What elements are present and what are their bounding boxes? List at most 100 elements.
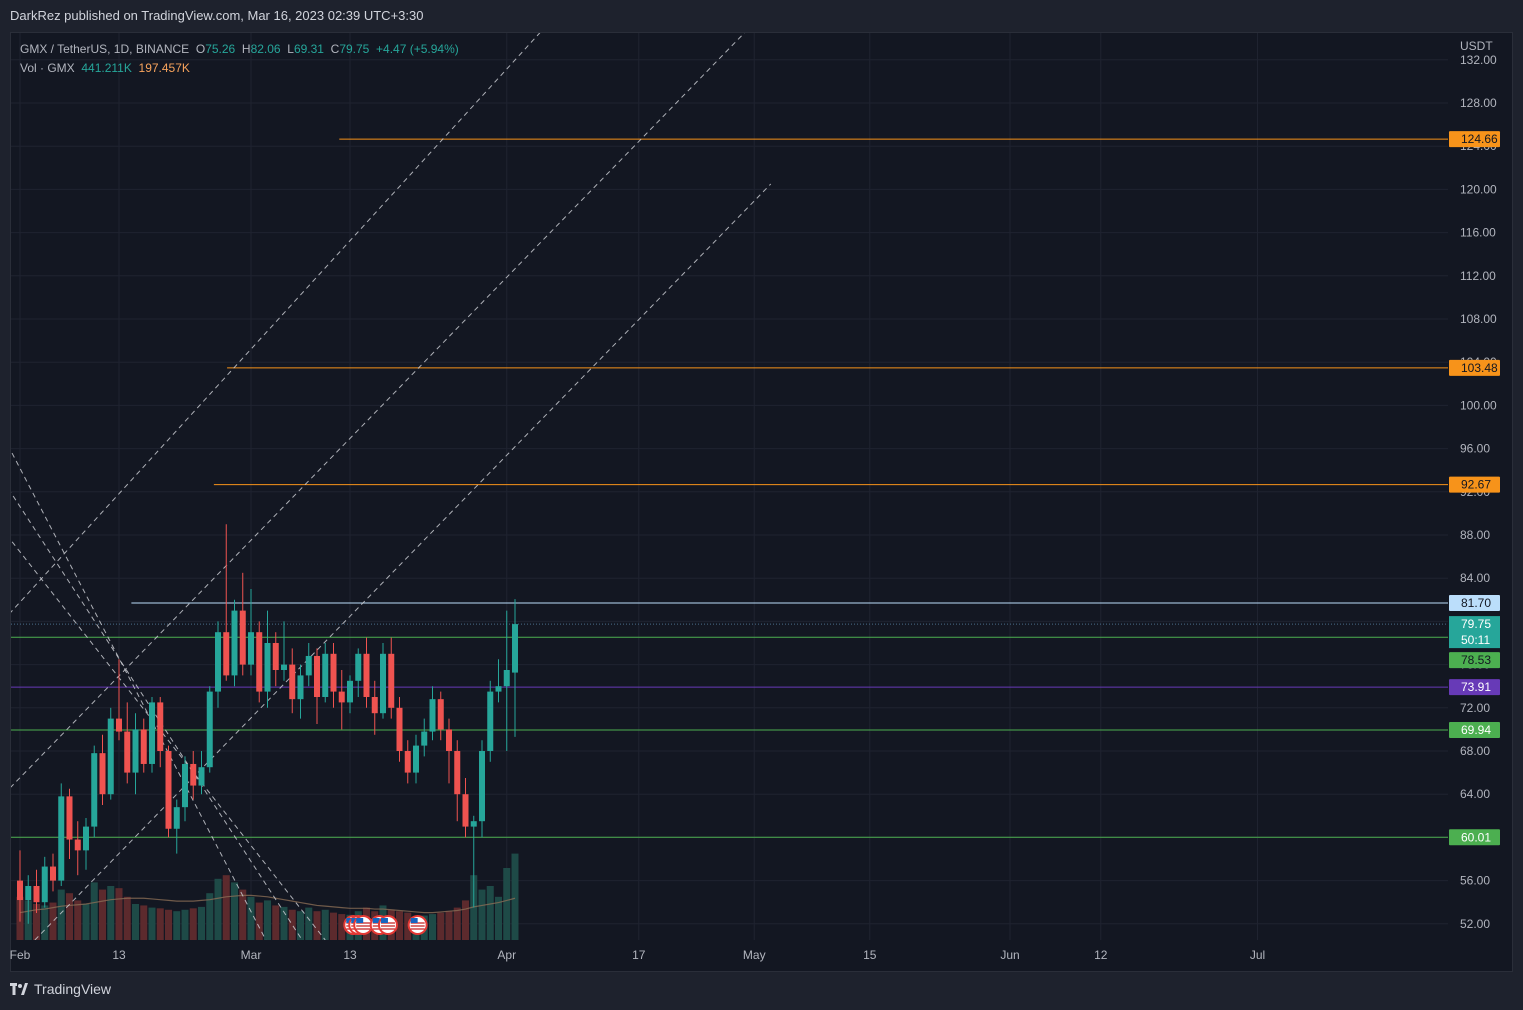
candle [446, 718, 452, 784]
price-tag-92-67-text: 92.67 [1461, 478, 1491, 492]
price-tag-78-53: 78.53 [1449, 652, 1500, 669]
y-tick-label: 56.00 [1460, 874, 1490, 888]
volume-bar [156, 908, 164, 940]
x-tick-label: 13 [112, 948, 126, 962]
candle [380, 643, 386, 719]
candle [429, 686, 436, 741]
volume-bar [255, 902, 263, 940]
candle-body [388, 653, 395, 708]
candle-body [74, 839, 81, 851]
candle [74, 821, 81, 876]
x-tick-label: 12 [1094, 948, 1108, 962]
candle-body [347, 680, 353, 703]
us-flag-event-icon[interactable] [353, 915, 374, 935]
candle-body [338, 691, 345, 703]
candle [363, 637, 370, 708]
volume-bar [49, 902, 57, 940]
trend-line [11, 33, 745, 788]
candle-body [165, 751, 172, 829]
volume-bar [90, 882, 98, 940]
volume-bar [57, 889, 65, 940]
candle-body [380, 653, 386, 714]
volume-bar [429, 914, 436, 940]
chart-grid [11, 33, 1448, 940]
volume-bar [321, 909, 329, 940]
countdown-value: 50:11 [1461, 633, 1490, 647]
candle [248, 589, 254, 676]
candle [487, 680, 494, 762]
volume-bar [247, 896, 255, 940]
candle-body [429, 699, 436, 732]
candle [173, 799, 180, 854]
candle-body [446, 729, 452, 751]
x-tick-label: Feb [10, 948, 31, 962]
volume-bar [132, 904, 139, 940]
volume-bar [214, 878, 222, 940]
candle [421, 718, 428, 757]
candle-body [248, 632, 254, 665]
low-label: L [287, 42, 294, 56]
footer-brand[interactable]: TradingView [10, 981, 111, 997]
candle [149, 697, 155, 773]
y-tick-label: 84.00 [1460, 571, 1490, 585]
candle [107, 707, 114, 800]
volume-bar [396, 911, 403, 940]
publish-header: DarkRez published on TradingView.com, Ma… [0, 0, 1523, 32]
candle [338, 670, 345, 730]
y-tick-label: 132.00 [1460, 53, 1497, 67]
candle [404, 740, 411, 784]
price-tag-69-94: 69.94 [1449, 722, 1500, 739]
chart-container[interactable] [10, 32, 1513, 972]
volume-bar [123, 896, 131, 940]
y-tick-label: 112.00 [1460, 269, 1496, 283]
x-tick-label: 17 [632, 948, 646, 962]
y-tick-label: 72.00 [1460, 701, 1490, 715]
candle [437, 691, 444, 741]
candle [132, 713, 139, 795]
candle [388, 637, 395, 719]
volume-bar [206, 893, 214, 940]
volume-label[interactable]: Vol · GMX [20, 61, 75, 75]
candle [140, 718, 147, 773]
candle-body [124, 731, 131, 773]
candle-body [17, 880, 23, 901]
x-tick-label: May [743, 948, 766, 962]
us-flag-event-icon[interactable] [407, 915, 428, 935]
price-tag-60-01: 60.01 [1449, 829, 1500, 846]
candle [347, 675, 353, 714]
price-tag-78-53-text: 78.53 [1461, 653, 1491, 667]
candle [17, 850, 23, 922]
candle-body [314, 655, 320, 697]
candle-body [479, 751, 485, 822]
y-tick-label: 64.00 [1460, 787, 1490, 801]
candle [314, 648, 320, 724]
symbol-name[interactable]: GMX / TetherUS, 1D, BINANCE [20, 42, 190, 56]
volume-bar [66, 893, 73, 940]
candle [503, 610, 510, 751]
candle-body [495, 686, 502, 692]
candle-body [215, 632, 221, 692]
price-tag-124-66-text: 124.66 [1461, 132, 1498, 146]
y-tick-label: 100.00 [1460, 398, 1497, 412]
candle-body [322, 653, 329, 697]
candle [281, 621, 287, 681]
candle [206, 686, 213, 773]
candle [33, 869, 40, 913]
candle-body [454, 751, 461, 795]
candle-body [281, 664, 287, 670]
candle [50, 853, 56, 892]
candle-body [487, 691, 494, 751]
published-line: DarkRez published on TradingView.com, Ma… [10, 8, 424, 23]
volume-bar [231, 882, 238, 940]
volume-ma-line [19, 894, 516, 914]
candle-body [305, 655, 312, 676]
candle [190, 751, 197, 800]
candle-body [462, 794, 469, 827]
us-flag-event-icon[interactable] [377, 915, 398, 935]
time-axis: Feb 13 Mar 13 Apr 17 May 15 Jun 12 Jul [10, 948, 1266, 962]
volume-bar [288, 909, 296, 940]
candle [124, 702, 131, 784]
event-markers [343, 915, 428, 935]
candle-body [289, 664, 296, 700]
